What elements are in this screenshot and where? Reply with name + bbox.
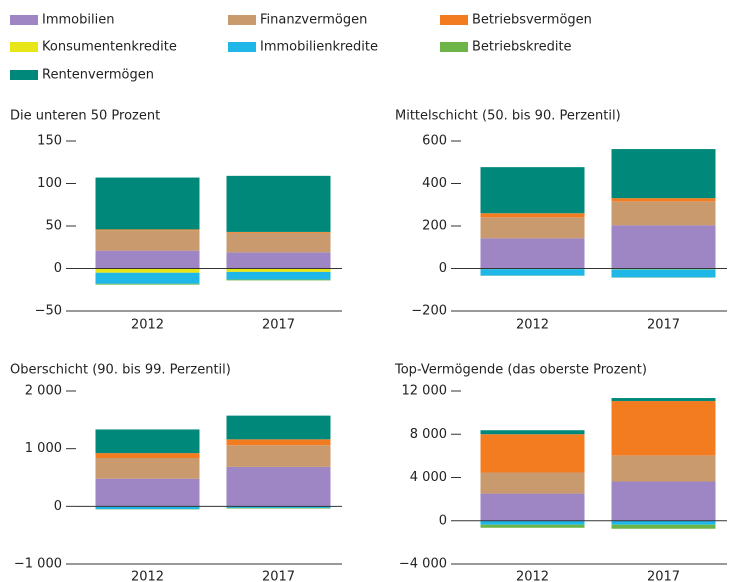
bar-segment [95, 453, 200, 459]
y-tick-label: 8 000 [410, 427, 447, 442]
panel-title: Top-Vermögende (das oberste Prozent) [394, 363, 647, 378]
bar-segment [480, 217, 585, 239]
bar-segment [226, 415, 331, 440]
bar-segment [95, 272, 200, 284]
legend-label: Betriebskredite [472, 40, 572, 55]
bar-segment [611, 398, 716, 402]
bar-segment [611, 201, 716, 226]
bar-segment [226, 506, 331, 508]
y-tick-label: −50 [35, 304, 62, 319]
legend-swatch [10, 42, 38, 52]
bar-segment [226, 466, 331, 507]
bar-segment [480, 434, 585, 473]
bar-segment [611, 149, 716, 199]
bar-segment [95, 458, 200, 479]
bar-segment [226, 175, 331, 232]
bar-segment [95, 268, 200, 273]
y-tick-label: 100 [37, 176, 62, 191]
bar-segment [226, 271, 331, 280]
y-tick-label: 4 000 [410, 470, 447, 485]
x-tick-label: 2012 [516, 570, 549, 582]
y-tick-label: −200 [411, 304, 447, 319]
y-tick-label: 400 [422, 176, 447, 191]
y-tick-label: 200 [422, 219, 447, 234]
bar-segment [226, 268, 331, 272]
x-tick-label: 2012 [131, 570, 164, 582]
legend-label: Konsumentenkredite [42, 40, 177, 55]
y-tick-label: 0 [439, 261, 447, 276]
legend-label: Immobilienkredite [260, 40, 378, 55]
bar-segment [95, 283, 200, 285]
y-tick-label: 150 [37, 134, 62, 149]
bar-segment [95, 478, 200, 507]
bar-segment [226, 439, 331, 446]
legend-swatch [10, 70, 38, 80]
bar-segment [95, 230, 200, 251]
bar-segment [480, 269, 585, 276]
y-tick-label: −4 000 [399, 557, 447, 572]
x-tick-label: 2017 [262, 318, 295, 333]
bar-segment [95, 229, 200, 231]
bar-segment [226, 507, 331, 509]
legend-label: Immobilien [42, 13, 114, 28]
bar-segment [480, 493, 585, 521]
bar-segment [226, 445, 331, 467]
legend-label: Betriebsvermögen [472, 13, 592, 28]
legend-swatch [228, 42, 256, 52]
bar-segment [95, 250, 200, 269]
x-tick-label: 2017 [262, 570, 295, 582]
bar-segment [611, 198, 716, 202]
legend-label: Rentenvermögen [42, 68, 154, 83]
bar-segment [611, 269, 716, 278]
x-tick-label: 2017 [647, 318, 680, 333]
panel-title: Oberschicht (90. bis 99. Perzentil) [10, 363, 231, 378]
legend-swatch [228, 15, 256, 25]
y-tick-label: 1 000 [25, 441, 62, 456]
y-tick-label: 0 [54, 499, 62, 514]
bar-segment [611, 401, 716, 456]
y-tick-label: 0 [439, 513, 447, 528]
bar-segment [480, 213, 585, 218]
bar-segment [226, 231, 331, 233]
y-tick-label: 2 000 [25, 384, 62, 399]
bar-segment [480, 430, 585, 435]
legend-swatch [10, 15, 38, 25]
bar-segment [95, 506, 200, 510]
bar-segment [611, 225, 716, 269]
bar-segment [226, 252, 331, 269]
y-tick-label: 0 [54, 261, 62, 276]
x-tick-label: 2012 [131, 318, 164, 333]
y-tick-label: −1 000 [14, 557, 62, 572]
bar-segment [611, 481, 716, 521]
y-tick-label: 600 [422, 134, 447, 149]
x-tick-label: 2017 [647, 570, 680, 582]
legend-swatch [440, 15, 468, 25]
y-tick-label: 50 [45, 219, 62, 234]
bar-segment [226, 232, 331, 253]
bar-segment [95, 177, 200, 230]
panel-title: Die unteren 50 Prozent [10, 109, 160, 124]
bar-segment [480, 520, 585, 525]
bar-segment [480, 167, 585, 214]
y-tick-label: 12 000 [402, 384, 448, 399]
bar-segment [611, 524, 716, 529]
legend-label: Finanzvermögen [260, 13, 367, 28]
bar-segment [95, 429, 200, 454]
bar-segment [611, 455, 716, 482]
bar-segment [226, 279, 331, 281]
bar-segment [611, 520, 716, 525]
bar-segment [480, 238, 585, 269]
bar-segment [480, 472, 585, 494]
x-tick-label: 2012 [516, 318, 549, 333]
panel-title: Mittelschicht (50. bis 90. Perzentil) [395, 109, 621, 124]
legend-swatch [440, 42, 468, 52]
bar-segment [480, 524, 585, 528]
